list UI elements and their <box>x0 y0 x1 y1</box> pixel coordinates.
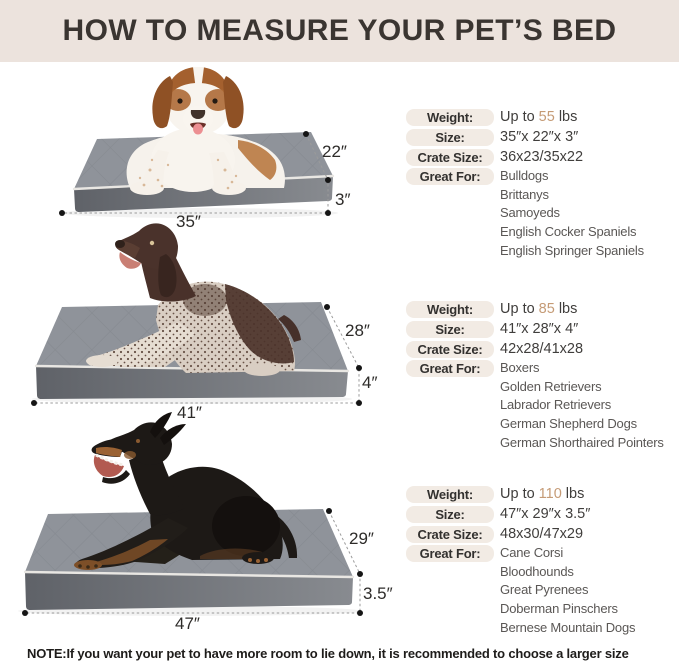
measurement-depth-label: 28″ <box>345 321 370 340</box>
breed-item: German Shepherd Dogs <box>500 416 637 432</box>
size-label-pill: Size: <box>406 128 494 146</box>
breed-list: Cane Corsi Bloodhounds Great Pyrenees Do… <box>500 544 635 638</box>
breed-item: English Cocker Spaniels <box>500 224 637 240</box>
weight-row: Weight: Up to 85 lbs <box>406 299 674 319</box>
crate-size-row: Crate Size: 36x23/35x22 <box>406 147 674 167</box>
weight-label-pill: Weight: <box>406 108 494 126</box>
weight-value: Up to 110 lbs <box>500 486 585 502</box>
footer-note: NOTE:If you want your pet to have more r… <box>27 646 629 661</box>
dog-ear <box>160 424 186 445</box>
breed-item: Samoyeds <box>500 205 560 221</box>
measurement-width-label: 47″ <box>175 614 200 633</box>
size-row: Size: 41″x 28″x 4″ <box>406 319 674 339</box>
spec-block-small: Weight: Up to 55 lbs Size: 35″x 22″x 3″ Cr… <box>406 107 674 261</box>
breed-item: Boxers <box>500 360 540 375</box>
crate-size-value: 42x28/41x28 <box>500 341 584 357</box>
page-title: HOW TO MEASURE YOUR PET’S BED <box>62 14 617 47</box>
breed-item: Golden Retrievers <box>500 378 602 394</box>
great-for-label-pill: Great For: <box>406 168 494 185</box>
crate-size-row: Crate Size: 42x28/41x28 <box>406 339 674 359</box>
breed-item: Brittanys <box>500 186 549 202</box>
breed-item: Bloodhounds <box>500 563 574 579</box>
crate-size-value: 36x23/35x22 <box>500 149 584 165</box>
breed-item: English Springer Spaniels <box>500 242 644 258</box>
title-band: HOW TO MEASURE YOUR PET’S BED <box>0 0 679 62</box>
measurement-thickness-label: 3″ <box>335 190 351 209</box>
size-label-pill: Size: <box>406 505 494 523</box>
weight-label-pill: Weight: <box>406 300 494 318</box>
breed-item: German Shorthaired Pointers <box>500 434 664 450</box>
measure-lines-small <box>59 131 331 216</box>
weight-label-pill: Weight: <box>406 485 494 503</box>
weight-value: Up to 85 lbs <box>500 301 578 317</box>
breed-list: Boxers Golden Retrievers Labrador Retrie… <box>500 359 664 453</box>
breed-item: Bulldogs <box>500 168 549 183</box>
breed-item: Bernese Mountain Dogs <box>500 619 636 635</box>
bed-front <box>25 572 353 610</box>
great-for-row: Great For: Bulldogs Brittanys Samoyeds E… <box>406 167 674 261</box>
measure-lines-large <box>22 508 363 616</box>
size-label-pill: Size: <box>406 320 494 338</box>
great-for-label-pill: Great For: <box>406 545 494 562</box>
weight-row: Weight: Up to 55 lbs <box>406 107 674 127</box>
crate-size-value: 48x30/47x29 <box>500 526 584 542</box>
breed-list: Bulldogs Brittanys Samoyeds English Cock… <box>500 167 644 261</box>
great-for-row: Great For: Boxers Golden Retrievers Labr… <box>406 359 674 453</box>
measure-lines-medium <box>31 304 362 406</box>
great-for-label-pill: Great For: <box>406 360 494 377</box>
measurement-thickness-label: 3.5″ <box>363 584 393 603</box>
weight-value: Up to 55 lbs <box>500 109 578 125</box>
crate-size-row: Crate Size: 48x30/47x29 <box>406 524 674 544</box>
measurement-depth-label: 22″ <box>322 142 347 161</box>
great-for-row: Great For: Cane Corsi Bloodhounds Great … <box>406 544 674 638</box>
size-row: Size: 35″x 22″x 3″ <box>406 127 674 147</box>
breed-item: Great Pyrenees <box>500 582 589 598</box>
breed-item: Doberman Pinschers <box>500 601 618 617</box>
crate-size-label-pill: Crate Size: <box>406 148 494 166</box>
breed-item: Labrador Retrievers <box>500 397 612 413</box>
size-value: 47″x 29″x 3.5″ <box>500 506 591 522</box>
bed-piping <box>23 570 355 579</box>
measurement-width-label: 41″ <box>177 403 202 422</box>
breed-item: Cane Corsi <box>500 545 564 560</box>
measurement-depth-label: 29″ <box>349 529 374 548</box>
dog-ear <box>223 76 244 129</box>
crate-size-label-pill: Crate Size: <box>406 340 494 358</box>
measurement-thickness-label: 4″ <box>362 373 378 392</box>
dog-ear <box>158 254 177 298</box>
dog-pointer <box>86 223 301 376</box>
dog-brittany <box>126 67 285 195</box>
dog-ear <box>150 412 172 438</box>
size-value: 41″x 28″x 4″ <box>500 321 579 337</box>
dog-ear <box>152 76 173 129</box>
size-value: 35″x 22″x 3″ <box>500 129 579 145</box>
crate-size-label-pill: Crate Size: <box>406 525 494 543</box>
weight-row: Weight: Up to 110 lbs <box>406 484 674 504</box>
spec-block-large: Weight: Up to 110 lbs Size: 47″x 29″x 3.5″… <box>406 484 674 638</box>
size-row: Size: 47″x 29″x 3.5″ <box>406 504 674 524</box>
spec-block-medium: Weight: Up to 85 lbs Size: 41″x 28″x 4″ Cr… <box>406 299 674 453</box>
measurement-width-label: 35″ <box>176 212 201 231</box>
dog-doberman <box>74 412 298 570</box>
